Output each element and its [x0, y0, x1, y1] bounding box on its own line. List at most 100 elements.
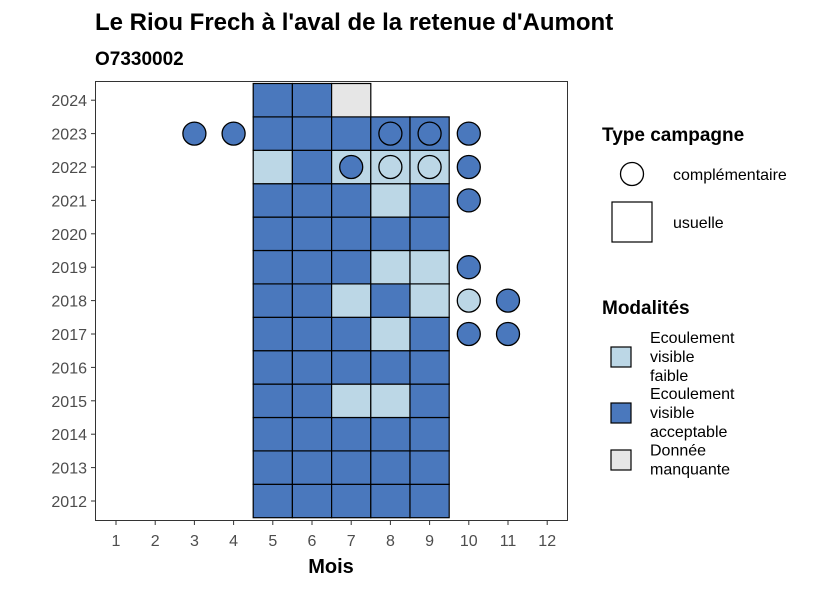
marker-2022-7	[339, 154, 364, 180]
cell-2016-8	[370, 350, 411, 385]
cell-2012-9	[409, 483, 450, 519]
marker-2022-9	[417, 154, 442, 180]
y-tick-label: 2022	[51, 160, 87, 177]
legend-type-campagne: Type campagne complémentaire usuelle	[602, 125, 787, 243]
cell-2016-5	[252, 350, 293, 385]
marker-2019-10	[456, 255, 481, 280]
cell-2019-8	[370, 249, 411, 285]
cell-2014-8	[370, 416, 411, 452]
legend-modalite-label: Donnée	[650, 443, 706, 460]
x-tick-label: 9	[425, 533, 434, 550]
cell-2012-6	[291, 483, 333, 519]
x-tick-label: 6	[308, 533, 317, 550]
cell-2014-6	[291, 416, 333, 452]
legend-modalites: Modalités EcoulementvisiblefaibleEcoulem…	[602, 298, 735, 479]
y-tick-label: 2015	[51, 394, 87, 411]
legend-modalite-label: Ecoulement	[650, 330, 735, 347]
marker-2022-10	[456, 154, 481, 180]
x-tick-label: 7	[347, 533, 356, 550]
cell-2021-5	[252, 183, 293, 218]
x-tick-label: 3	[190, 533, 199, 550]
x-tick-label: 12	[538, 533, 556, 550]
cell-2013-7	[331, 450, 372, 485]
cell-2017-7	[331, 316, 372, 352]
cell-2023-6	[291, 116, 333, 151]
complementary-campaign-markers	[182, 121, 521, 347]
cell-2018-5	[252, 283, 293, 318]
legend-type-label: usuelle	[673, 215, 724, 232]
cell-2014-7	[331, 416, 372, 452]
cell-2019-9	[409, 249, 450, 285]
legend-swatch-acceptable	[610, 402, 632, 424]
marker-2023-4	[221, 121, 246, 146]
cell-2012-7	[331, 483, 372, 519]
legend-modalite-label: Ecoulement	[650, 386, 735, 403]
cell-2021-8	[370, 183, 411, 218]
cell-2021-7	[331, 183, 372, 218]
cell-2018-9	[409, 283, 450, 318]
cell-2015-8	[370, 383, 411, 419]
marker-2017-11	[495, 321, 521, 347]
cell-2017-5	[252, 316, 293, 352]
legend-swatch-manquante	[610, 449, 632, 471]
cell-2016-7	[331, 350, 372, 385]
cell-2020-7	[331, 216, 372, 252]
y-tick-label: 2024	[51, 93, 87, 110]
cell-2022-5	[252, 149, 293, 185]
marker-2023-3	[182, 121, 207, 146]
cell-2015-9	[409, 383, 450, 419]
legend-square-symbol	[611, 201, 653, 243]
x-tick-label: 1	[112, 533, 121, 550]
cell-2023-5	[252, 116, 293, 151]
x-axis-title: Mois	[308, 556, 354, 578]
y-tick-label: 2020	[51, 227, 87, 244]
x-tick-label: 10	[460, 533, 478, 550]
cell-2018-6	[291, 283, 333, 318]
marker-2018-11	[495, 288, 521, 313]
x-tick-label: 5	[268, 533, 277, 550]
cell-2015-7	[331, 383, 372, 419]
chart-title: Le Riou Frech à l'aval de la retenue d'A…	[95, 9, 613, 36]
cell-2019-7	[331, 249, 372, 285]
marker-2021-10	[456, 188, 481, 213]
y-tick-label: 2018	[51, 294, 87, 311]
cell-2020-6	[291, 216, 333, 252]
legend-modalite-label: manquante	[650, 462, 730, 479]
legend-modalite-label: faible	[650, 368, 688, 385]
y-tick-label: 2016	[51, 360, 87, 377]
x-tick-label: 11	[500, 533, 517, 550]
cell-2024-5	[252, 82, 293, 118]
cell-2018-8	[370, 283, 411, 318]
y-tick-label: 2023	[51, 127, 87, 144]
cell-2013-8	[370, 450, 411, 485]
cell-2019-6	[291, 249, 333, 285]
cell-2017-9	[409, 316, 450, 352]
legend-type-title: Type campagne	[602, 125, 744, 146]
cell-2023-7	[331, 116, 372, 151]
cell-2020-5	[252, 216, 293, 252]
y-tick-label: 2014	[51, 427, 87, 444]
cell-2017-6	[291, 316, 333, 352]
y-tick-label: 2019	[51, 260, 87, 277]
cell-2020-8	[370, 216, 411, 252]
cell-2015-5	[252, 383, 293, 419]
cell-2016-6	[291, 350, 333, 385]
cell-2021-9	[409, 183, 450, 218]
cell-2014-5	[252, 416, 293, 452]
legend-modalite-label: acceptable	[650, 424, 727, 441]
marker-2018-10	[456, 288, 481, 313]
marker-2023-9	[417, 121, 442, 146]
cell-2013-5	[252, 450, 293, 485]
x-tick-label: 8	[386, 533, 395, 550]
marker-2023-8	[378, 121, 403, 146]
cell-2013-6	[291, 450, 333, 485]
cell-2016-9	[409, 350, 450, 385]
legend-modalites-title: Modalités	[602, 298, 690, 319]
cell-2012-5	[252, 483, 293, 519]
usual-campaign-cells	[252, 82, 450, 519]
plot-panel-border	[95, 81, 568, 521]
cell-2022-6	[291, 149, 333, 185]
legend-swatch-faible	[610, 346, 632, 368]
legend-circle-symbol	[619, 161, 645, 187]
